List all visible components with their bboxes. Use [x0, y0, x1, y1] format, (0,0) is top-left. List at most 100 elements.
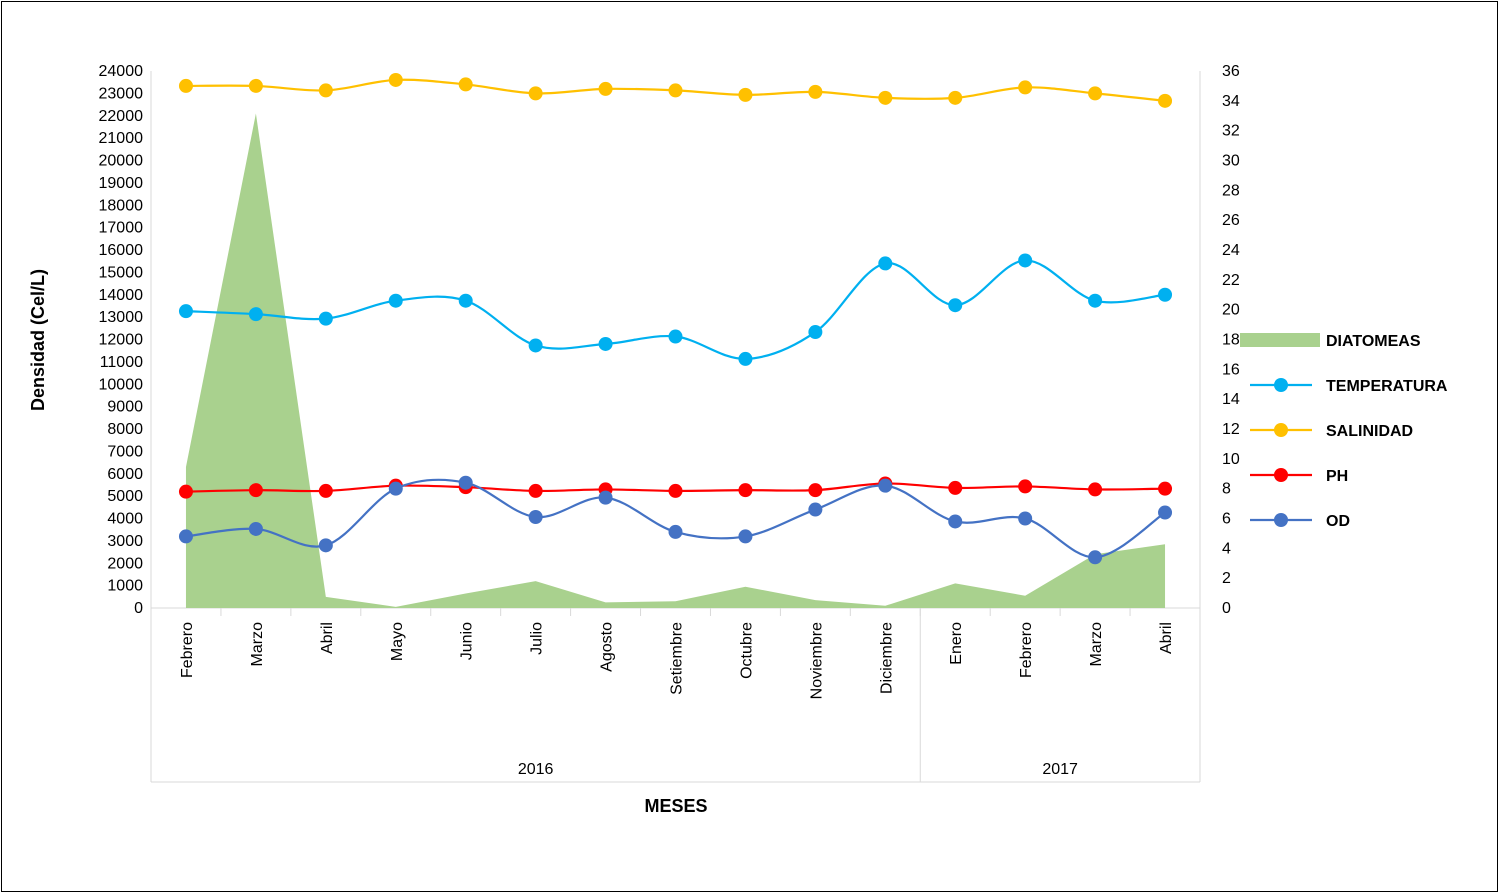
legend-swatch-diatomeas	[1240, 333, 1320, 347]
data-point-od	[1018, 511, 1033, 526]
legend-label-od: OD	[1326, 513, 1350, 530]
data-point-salinidad	[808, 84, 823, 99]
legend-marker-ph	[1274, 468, 1288, 482]
data-point-temperatura	[878, 256, 893, 271]
left-tick-label: 4000	[107, 511, 143, 528]
left-tick-label: 19000	[99, 175, 144, 192]
x-tick-label: Diciembre	[878, 622, 895, 694]
right-tick-label: 28	[1222, 182, 1240, 199]
x-tick-label: Febrero	[179, 622, 196, 678]
right-tick-label: 6	[1222, 511, 1231, 528]
left-tick-label: 18000	[99, 197, 144, 214]
data-point-salinidad	[878, 90, 893, 105]
data-point-temperatura	[388, 293, 403, 308]
data-point-od	[458, 475, 473, 490]
left-axis-ticks: 0 1000 2000 3000 4000 5000 6000 7000 8000 9000 100…	[99, 63, 144, 617]
x-tick-label: Febrero	[1018, 622, 1035, 678]
x-tick-label: Junio	[459, 622, 476, 660]
x-tick-label: Marzo	[249, 622, 266, 667]
data-point-od	[388, 481, 403, 496]
legend-label-diatomeas: DIATOMEAS	[1326, 333, 1421, 350]
data-point-salinidad	[598, 81, 613, 96]
data-point-od	[668, 524, 683, 539]
x-tick-label: Enero	[948, 622, 965, 665]
right-tick-label: 24	[1222, 242, 1240, 259]
legend-marker-temperatura	[1274, 378, 1288, 392]
left-tick-label: 3000	[107, 533, 143, 550]
data-point-temperatura	[248, 307, 263, 322]
data-point-temperatura	[178, 304, 193, 319]
data-point-od	[528, 510, 543, 525]
data-point-ph	[738, 483, 753, 498]
data-point-od	[808, 502, 823, 517]
data-point-ph	[178, 484, 193, 499]
data-point-ph	[1158, 481, 1173, 496]
left-tick-label: 11000	[100, 354, 143, 371]
x-axis-title: MESES	[644, 796, 707, 816]
data-point-ph	[808, 483, 823, 498]
left-tick-label: 15000	[99, 264, 144, 281]
left-tick-label: 7000	[107, 443, 143, 460]
data-point-od	[738, 529, 753, 544]
right-tick-label: 8	[1222, 481, 1231, 498]
data-point-salinidad	[1088, 86, 1103, 101]
data-point-ph	[668, 483, 683, 498]
right-tick-label: 10	[1222, 451, 1240, 468]
x-group-label: 2016	[518, 761, 554, 778]
series-line-temperatura	[185, 259, 1166, 360]
data-point-salinidad	[248, 78, 263, 93]
right-tick-label: 16	[1222, 361, 1240, 378]
legend-marker-od	[1274, 513, 1288, 527]
data-point-od	[178, 529, 193, 544]
right-tick-label: 30	[1222, 153, 1240, 170]
left-tick-label: 21000	[99, 130, 144, 147]
right-tick-label: 2	[1222, 570, 1231, 587]
left-tick-label: 8000	[107, 421, 143, 438]
data-point-ph	[528, 483, 543, 498]
data-point-ph	[248, 483, 263, 498]
right-tick-label: 20	[1222, 302, 1240, 319]
data-point-od	[1158, 505, 1173, 520]
data-point-salinidad	[1018, 80, 1033, 95]
series-layer	[178, 72, 1173, 608]
left-tick-label: 0	[134, 600, 143, 617]
right-tick-label: 22	[1222, 272, 1240, 289]
x-tick-label: Octubre	[738, 622, 755, 679]
data-point-salinidad	[1158, 93, 1173, 108]
left-tick-label: 1000	[107, 578, 143, 595]
data-point-temperatura	[1088, 293, 1103, 308]
legend-label-salinidad: SALINIDAD	[1326, 423, 1413, 440]
x-tick-label: Setiembre	[669, 622, 686, 695]
left-tick-label: 14000	[99, 287, 144, 304]
data-point-od	[248, 521, 263, 536]
data-point-od	[1088, 550, 1103, 565]
right-tick-label: 18	[1222, 332, 1240, 349]
data-point-od	[878, 478, 893, 493]
data-point-salinidad	[388, 72, 403, 87]
left-tick-label: 12000	[99, 332, 144, 349]
data-point-ph	[318, 483, 333, 498]
right-tick-label: 14	[1222, 391, 1240, 408]
data-point-temperatura	[598, 336, 613, 351]
data-point-od	[948, 514, 963, 529]
left-tick-label: 6000	[107, 466, 143, 483]
legend-marker-salinidad	[1274, 423, 1288, 437]
data-point-ph	[948, 480, 963, 495]
data-point-temperatura	[808, 325, 823, 340]
x-group-label: 2017	[1042, 761, 1078, 778]
left-tick-label: 9000	[107, 399, 143, 416]
data-point-temperatura	[1158, 287, 1173, 302]
x-axis-group-labels: 2016 2017	[518, 761, 1078, 778]
data-point-salinidad	[528, 86, 543, 101]
y-axis-title: Densidad (Cel/L)	[28, 269, 48, 411]
data-point-temperatura	[318, 311, 333, 326]
data-point-salinidad	[948, 90, 963, 105]
data-point-od	[598, 490, 613, 505]
x-axis-ticks: Febrero Marzo Abril Mayo Junio Julio Agosto Set…	[179, 622, 1175, 699]
data-point-temperatura	[668, 329, 683, 344]
right-tick-label: 4	[1222, 540, 1231, 557]
x-tick-label: Julio	[529, 622, 546, 655]
x-tick-label: Abril	[319, 622, 336, 654]
